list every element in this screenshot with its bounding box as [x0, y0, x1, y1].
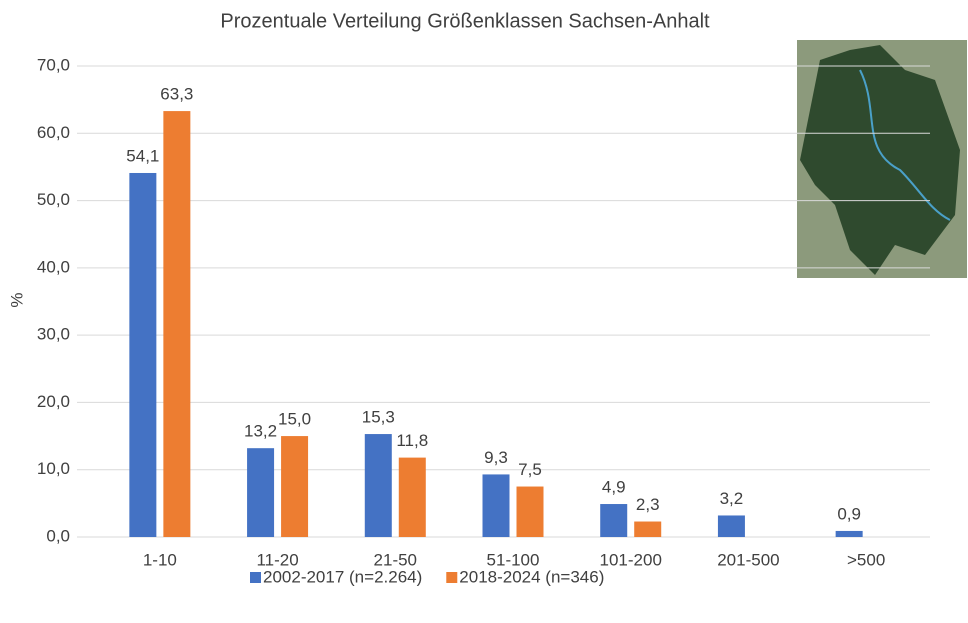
legend-label: 2018-2024 (n=346): [459, 567, 604, 586]
y-tick-label: 60,0: [37, 123, 70, 142]
data-label: 9,3: [484, 448, 508, 467]
chart-title: Prozentuale Verteilung Größenklassen Sac…: [220, 10, 710, 32]
y-axis-label: %: [7, 292, 26, 307]
bar: [482, 474, 510, 537]
y-tick-label: 10,0: [37, 459, 70, 478]
x-tick-label: 1-10: [143, 550, 177, 569]
legend-label: 2002-2017 (n=2.264): [263, 567, 422, 586]
bar: [129, 172, 157, 537]
x-tick-label: 11-20: [256, 550, 298, 569]
data-label: 63,3: [160, 85, 193, 104]
data-label: 54,1: [126, 146, 159, 165]
data-label: 15,3: [362, 408, 395, 427]
bar: [835, 530, 863, 537]
bar: [516, 486, 544, 537]
bar: [364, 434, 392, 537]
bar: [600, 504, 628, 537]
data-label: 15,0: [278, 410, 311, 429]
y-tick-label: 0,0: [46, 526, 70, 545]
x-tick-label: 21-50: [374, 550, 417, 569]
data-label: 7,5: [518, 460, 542, 479]
inset-map: [797, 40, 967, 278]
x-tick-label: 51-100: [487, 550, 540, 569]
bar: [717, 515, 745, 537]
y-tick-label: 70,0: [37, 55, 70, 74]
bar: [281, 436, 309, 537]
data-label: 0,9: [837, 504, 861, 523]
data-label: 4,9: [602, 478, 626, 497]
data-label: 3,2: [720, 489, 744, 508]
data-label: 2,3: [636, 495, 660, 514]
bar: [398, 457, 426, 537]
x-tick-label: 201-500: [717, 550, 779, 569]
y-tick-label: 40,0: [37, 257, 70, 276]
legend-swatch: [446, 572, 458, 583]
y-tick-label: 50,0: [37, 190, 70, 209]
legend-swatch: [250, 572, 261, 583]
bar: [247, 448, 275, 537]
data-label: 13,2: [244, 422, 277, 441]
data-label: 11,8: [396, 431, 428, 450]
y-tick-label: 30,0: [37, 325, 70, 344]
bar: [163, 111, 191, 538]
bar: [634, 521, 662, 537]
x-tick-label: >500: [847, 550, 885, 569]
y-tick-label: 20,0: [37, 392, 70, 411]
x-tick-label: 101-200: [600, 550, 662, 569]
